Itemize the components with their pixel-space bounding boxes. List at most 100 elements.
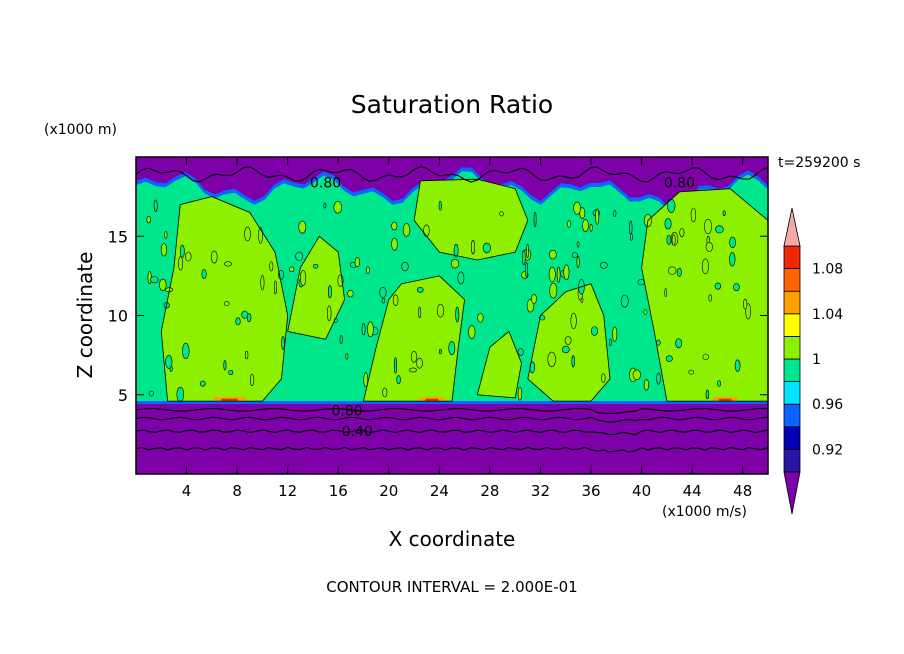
cloud-cell xyxy=(298,220,307,234)
cloud-cell xyxy=(571,355,575,368)
cloud-cell xyxy=(717,380,722,387)
cloud-cell xyxy=(526,243,529,259)
cloud-cell xyxy=(665,355,673,362)
cloud-cell xyxy=(579,207,586,219)
cloud-cell xyxy=(224,261,233,267)
cloud-cell xyxy=(333,201,343,214)
colorbar-swatch xyxy=(783,358,801,383)
cloud-cell xyxy=(582,219,589,232)
cloud-cell xyxy=(453,243,459,258)
contour-line xyxy=(136,166,768,183)
x-unit-label: (x1000 m/s) xyxy=(662,504,747,520)
cloud-cell xyxy=(361,323,366,336)
contour-line xyxy=(136,446,768,453)
cloud-cell xyxy=(675,338,683,349)
plume-contour xyxy=(641,188,768,402)
cloud-cell xyxy=(402,223,411,237)
cloud-cell xyxy=(409,367,417,373)
colorbar-over-arrow xyxy=(783,207,801,247)
colorbar: 0.92 0.96 1 1.04 1.08 xyxy=(783,207,843,515)
y-axis: 5 10 15 xyxy=(108,227,768,405)
cloud-cell xyxy=(367,321,374,338)
cloud-cell xyxy=(365,266,370,275)
cloud-cell xyxy=(436,303,445,318)
cloud-cell xyxy=(210,250,218,264)
cloud-cell xyxy=(147,270,152,285)
contour-line xyxy=(136,407,768,415)
cloud-cell xyxy=(438,349,442,355)
cloud-cell xyxy=(531,293,537,304)
cloud-cell xyxy=(178,256,184,271)
plume-contour xyxy=(413,178,529,261)
plume-contour xyxy=(160,196,289,402)
contour-label: 0.40 xyxy=(342,424,373,440)
cloud-cell xyxy=(525,262,529,278)
cloud-cell xyxy=(743,298,748,310)
cloud-cell xyxy=(392,294,399,306)
cloud-cell xyxy=(664,288,668,297)
cloud-cell xyxy=(477,313,484,323)
chart-title: Saturation Ratio xyxy=(351,90,553,119)
cloud-cell xyxy=(418,306,422,319)
cloud-cell xyxy=(391,237,398,251)
colorbar-tick-label: 1.08 xyxy=(812,262,843,278)
contour-interval-note: CONTOUR INTERVAL = 2.000E-01 xyxy=(326,578,577,596)
plume-contour xyxy=(527,283,611,402)
cloud-cell xyxy=(734,359,741,372)
cloud-cell xyxy=(273,280,277,295)
cloud-cell xyxy=(148,390,154,397)
x-tick-label: 24 xyxy=(430,482,449,500)
cloud-cell xyxy=(416,357,423,369)
cloud-cell xyxy=(281,336,285,350)
contour-label: 0.80 xyxy=(332,404,363,420)
cloud-cell xyxy=(613,209,617,217)
cloud-cell xyxy=(450,259,460,269)
colorbar-swatch xyxy=(783,448,801,473)
plume-contour xyxy=(362,275,466,402)
cloud-cell xyxy=(629,220,633,236)
cloud-cell xyxy=(722,210,726,216)
y-tick-label: 10 xyxy=(108,307,128,326)
cloud-cell xyxy=(570,312,577,330)
cloud-cell xyxy=(300,270,307,286)
cloud-cell xyxy=(612,326,618,342)
colorbar-tick-label: 1 xyxy=(812,352,821,368)
colorbar-swatch xyxy=(783,426,801,450)
colorbar-swatch xyxy=(783,245,801,270)
x-tick-label: 48 xyxy=(733,482,752,500)
cloud-cell xyxy=(179,244,185,258)
cloud-cell xyxy=(548,249,557,260)
x-tick-label: 28 xyxy=(480,482,499,500)
upper-dry-layer xyxy=(136,157,768,212)
cloud-cell xyxy=(548,266,556,283)
cloud-cell xyxy=(347,289,354,298)
cloud-cell xyxy=(643,309,648,315)
x-tick-label: 8 xyxy=(232,482,242,500)
cloud-cell xyxy=(241,310,249,319)
cloud-cell xyxy=(556,266,561,283)
cloud-cell xyxy=(153,199,158,213)
cloud-cell xyxy=(482,242,491,254)
cloud-cell xyxy=(223,301,230,307)
cloud-cell xyxy=(715,225,724,234)
cloud-cell xyxy=(165,355,173,369)
x-tick-label: 40 xyxy=(632,482,651,500)
cloud-cell xyxy=(223,360,227,371)
y-tick-label: 15 xyxy=(108,227,128,246)
y-unit-label: (x1000 m) xyxy=(44,122,117,138)
cloud-cell xyxy=(664,218,672,230)
cloud-cell xyxy=(499,211,504,217)
cloud-cell xyxy=(244,350,249,360)
cloud-cell xyxy=(733,283,740,292)
cloud-cell xyxy=(703,218,712,235)
contour-label: 0.80 xyxy=(310,175,341,191)
supersaturated-plume xyxy=(161,196,288,402)
colorbar-swatch xyxy=(783,290,801,315)
cloud-cell xyxy=(666,198,676,213)
cloud-cell xyxy=(576,241,580,248)
cloud-cell xyxy=(517,348,524,356)
supersaturated-plume xyxy=(414,179,528,260)
cloud-cell xyxy=(643,379,650,391)
plume-contour xyxy=(287,235,346,340)
